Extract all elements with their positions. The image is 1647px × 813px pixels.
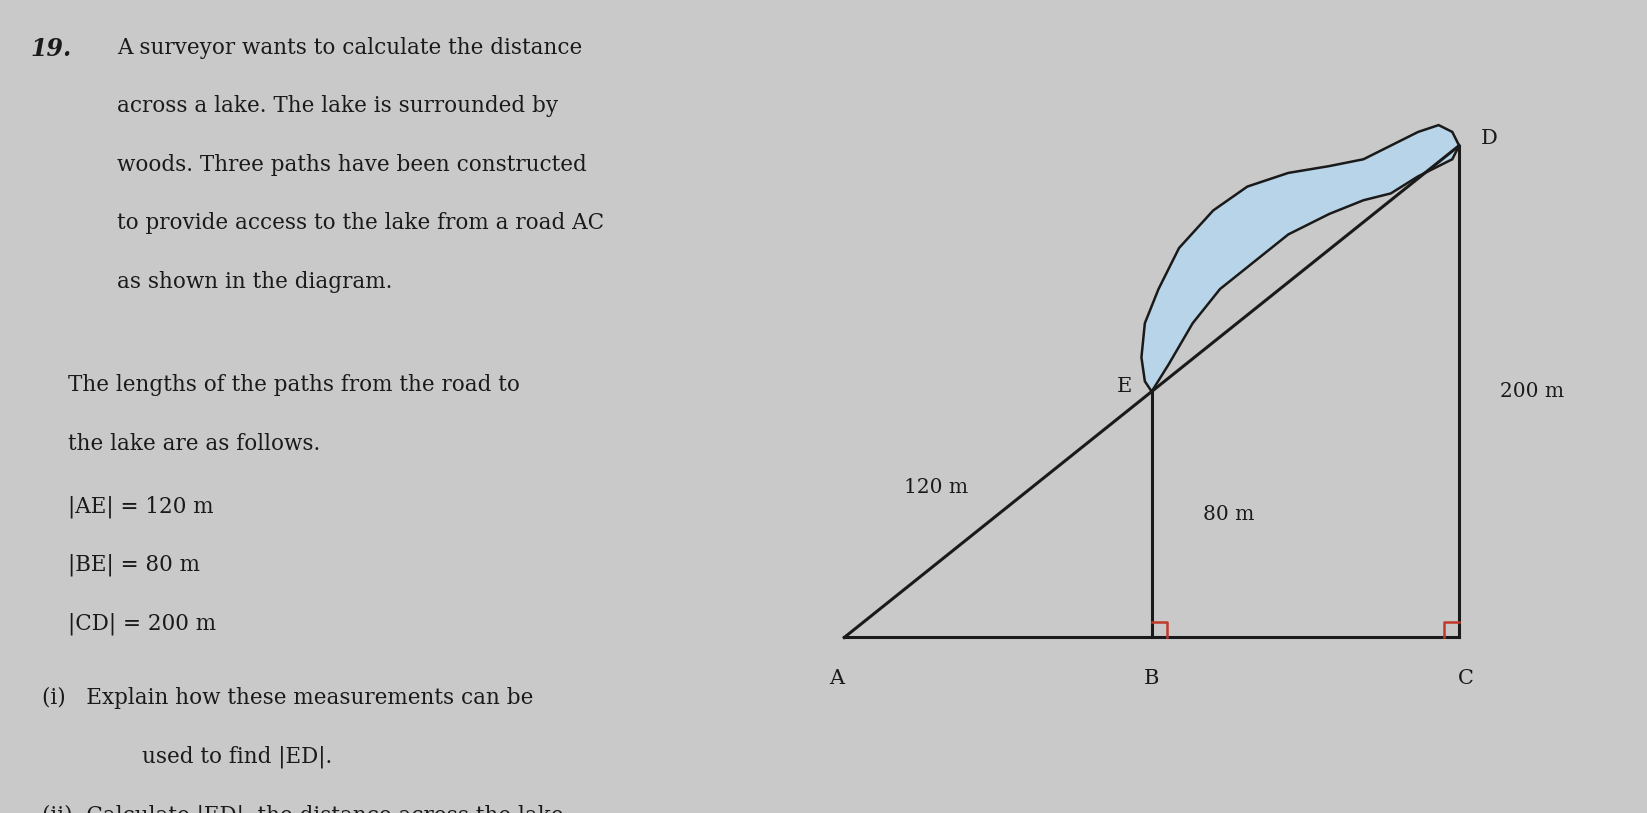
Text: 200 m: 200 m (1500, 382, 1565, 401)
Text: 80 m: 80 m (1202, 505, 1255, 524)
Text: as shown in the diagram.: as shown in the diagram. (117, 271, 392, 293)
Text: across a lake. The lake is surrounded by: across a lake. The lake is surrounded by (117, 95, 558, 117)
Text: C: C (1458, 668, 1474, 688)
Text: woods. Three paths have been constructed: woods. Three paths have been constructed (117, 154, 588, 176)
Text: A surveyor wants to calculate the distance: A surveyor wants to calculate the distan… (117, 37, 583, 59)
Polygon shape (1141, 125, 1459, 392)
Text: |AE| = 120 m: |AE| = 120 m (68, 495, 214, 518)
Text: D: D (1481, 129, 1497, 148)
Text: 120 m: 120 m (904, 478, 968, 497)
Text: the lake are as follows.: the lake are as follows. (68, 433, 321, 454)
Text: E: E (1117, 377, 1133, 396)
Text: to provide access to the lake from a road AC: to provide access to the lake from a roa… (117, 212, 604, 234)
Text: 19.: 19. (30, 37, 71, 61)
Text: (i)   Explain how these measurements can be: (i) Explain how these measurements can b… (41, 687, 534, 709)
Text: |CD| = 200 m: |CD| = 200 m (68, 612, 216, 635)
Text: |BE| = 80 m: |BE| = 80 m (68, 554, 201, 576)
Text: used to find |ED|.: used to find |ED|. (87, 746, 333, 768)
Text: B: B (1145, 668, 1159, 688)
Text: (ii)  Calculate |ED|, the distance across the lake.: (ii) Calculate |ED|, the distance across… (41, 804, 570, 813)
Text: A: A (830, 668, 845, 688)
Text: The lengths of the paths from the road to: The lengths of the paths from the road t… (68, 374, 520, 396)
